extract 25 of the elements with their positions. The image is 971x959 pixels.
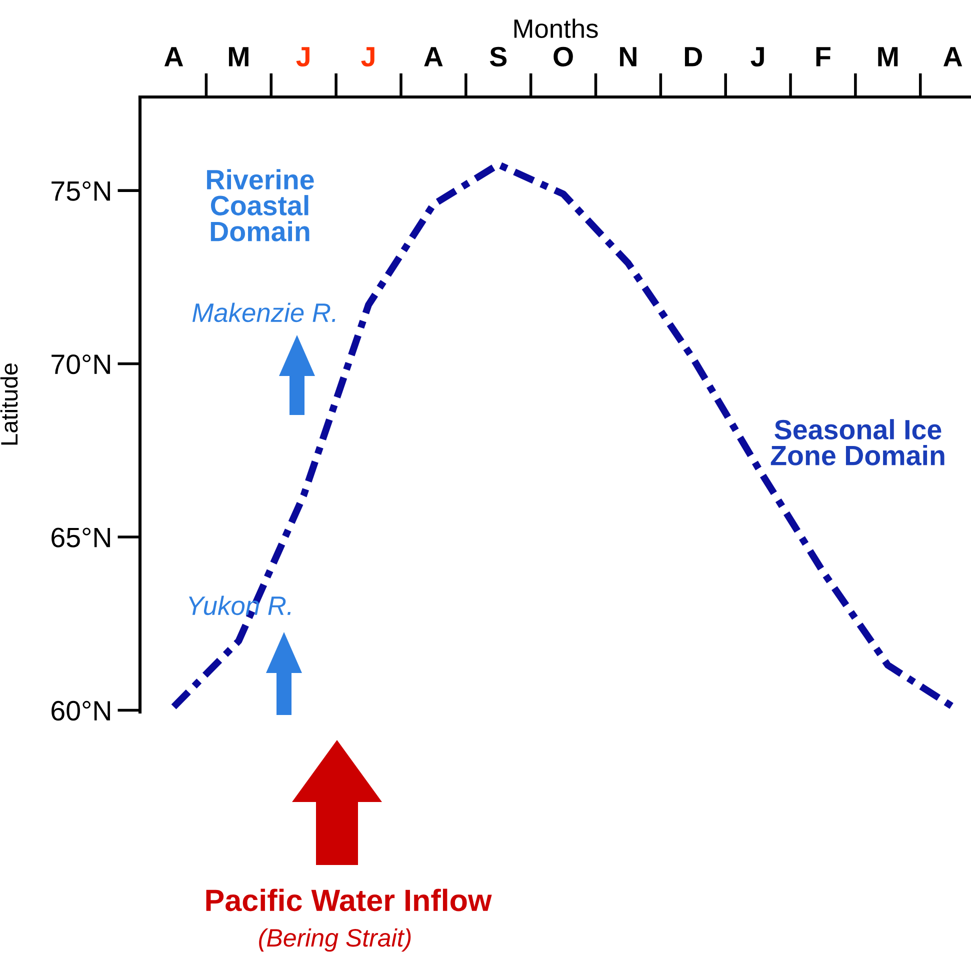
y-tick-label: 65°N <box>52 528 110 548</box>
x-tick-label: F <box>816 47 830 66</box>
x-tick-label: O <box>554 46 573 67</box>
annotation: Seasonal Ice Zone Domain <box>770 419 944 466</box>
x-tick-label: D <box>684 47 702 66</box>
annotation: Yukon R. <box>188 596 291 616</box>
x-tick-label: J <box>296 47 310 67</box>
x-tick-label: J <box>750 47 764 67</box>
annotation: Riverine Coastal Domain <box>207 169 314 242</box>
y-tick-label: 75°N <box>52 181 110 201</box>
x-tick-label: J <box>361 47 374 67</box>
x-axis-title: Months <box>514 18 598 38</box>
y-tick-label: 60°N <box>52 700 110 721</box>
y-tick-label: 70°N <box>52 354 110 374</box>
x-tick-label: M <box>878 47 898 66</box>
x-tick-label: A <box>424 47 443 66</box>
y-axis-title: Latitude <box>0 364 18 445</box>
x-tick-label: M <box>228 47 248 66</box>
x-tick-label: A <box>943 47 962 66</box>
annotation: Makenzie R. <box>192 302 336 322</box>
x-tick-label: S <box>490 46 507 67</box>
text: Pacific Water Inflow <box>206 888 492 912</box>
text: (Bering Strait) <box>259 928 411 952</box>
x-tick-label: N <box>620 47 636 66</box>
x-tick-label: A <box>164 47 184 66</box>
